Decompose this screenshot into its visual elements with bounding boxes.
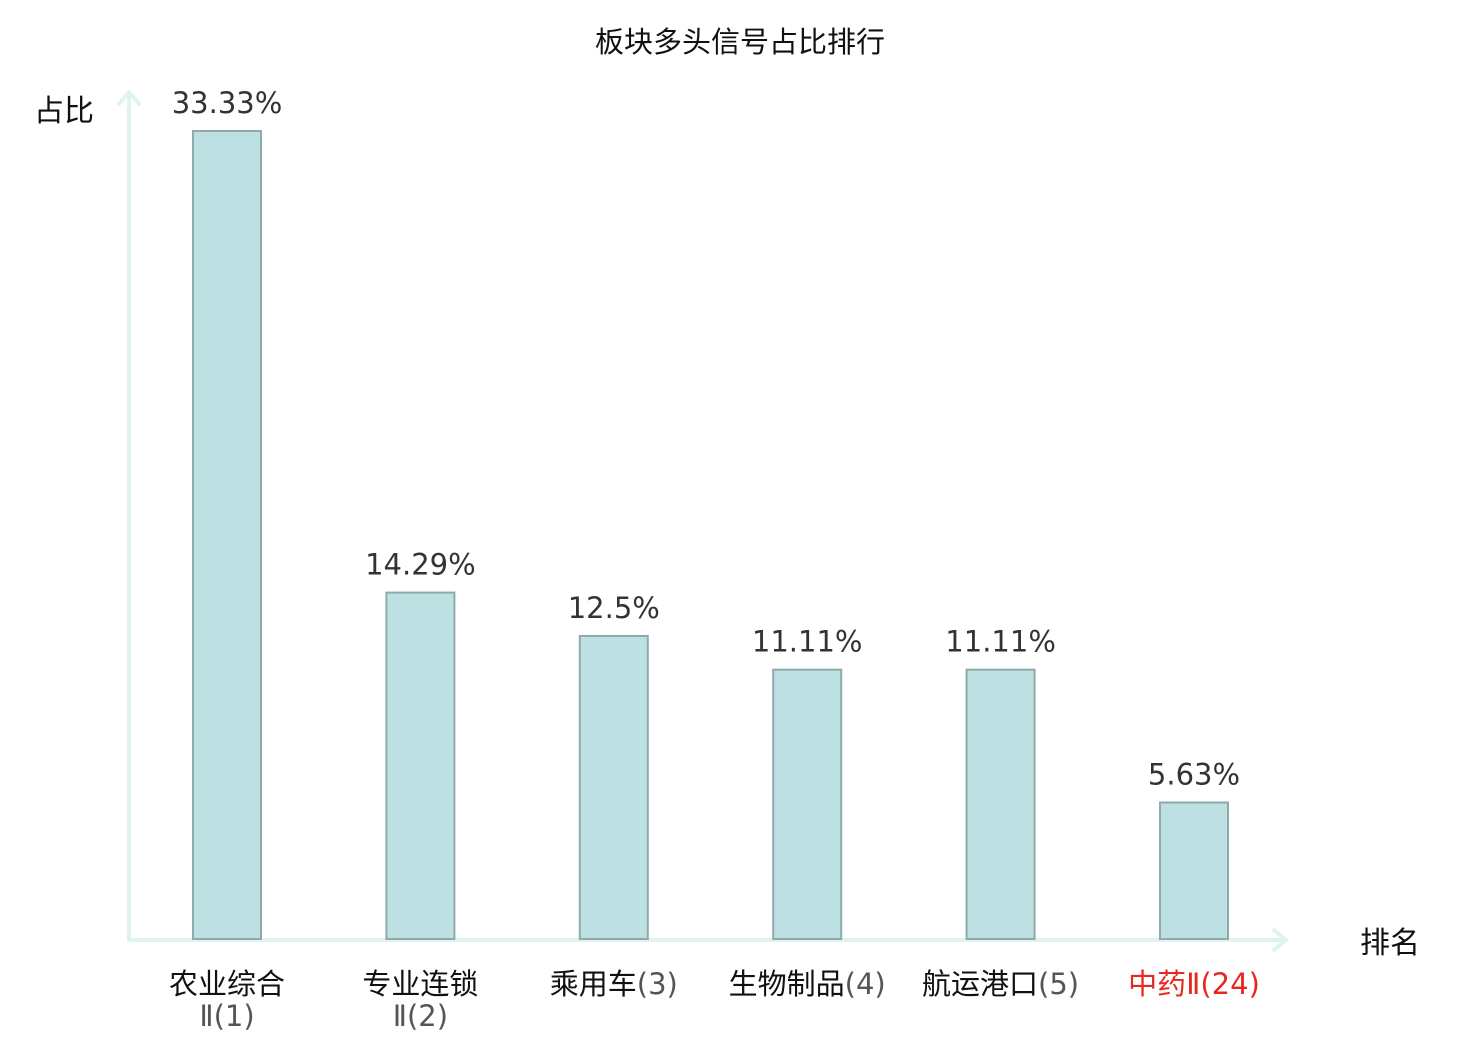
category-label-5: 航运港口(5) (922, 967, 1079, 1001)
value-label-4: 11.11% (752, 625, 863, 659)
category-rank-1: Ⅱ(1) (199, 999, 254, 1033)
category-name-4: 生物制品 (729, 967, 845, 1001)
category-rank-3: (3) (637, 967, 678, 1001)
bar-4 (772, 668, 843, 941)
category-label-3: 乘用车(3) (550, 967, 678, 1001)
category-label-2: 专业连锁 Ⅱ(2) (362, 967, 478, 1033)
bar-series: 33.33% 农业综合 Ⅱ(1) 14.29% 专业连锁 Ⅱ(2) 12.5% 乘用车(3) 1… (169, 86, 1260, 1033)
category-rank-4: (4) (845, 967, 886, 1001)
bar-3 (578, 634, 649, 941)
category-rank-6: Ⅱ(24) (1186, 967, 1260, 1001)
bar-5 (965, 668, 1036, 941)
category-label-4: 生物制品(4) (729, 967, 886, 1001)
category-rank-2: Ⅱ(2) (393, 999, 448, 1033)
value-label-6: 5.63% (1148, 758, 1240, 792)
value-label-1: 33.33% (172, 86, 283, 120)
value-label-5: 11.11% (945, 625, 1056, 659)
category-name-3: 乘用车 (550, 967, 637, 1001)
chart-title: 板块多头信号占比排行 (595, 25, 885, 59)
category-name-1: 农业综合 (169, 967, 285, 1001)
y-axis-label: 占比 (34, 94, 94, 129)
category-label-6: 中药Ⅱ(24) (1128, 967, 1260, 1001)
category-name-2: 专业连锁 (362, 967, 478, 1001)
category-rank-5: (5) (1038, 967, 1079, 1001)
category-label-1: 农业综合 Ⅱ(1) (169, 967, 285, 1033)
x-axis (127, 928, 1288, 952)
y-axis (117, 90, 141, 942)
value-label-3: 12.5% (568, 591, 660, 625)
category-name-5: 航运港口 (922, 967, 1038, 1001)
bar-2 (385, 591, 456, 940)
bar-1 (192, 130, 262, 940)
value-label-2: 14.29% (365, 548, 476, 582)
x-axis-label: 排名 (1360, 926, 1420, 961)
category-name-6: 中药 (1128, 967, 1186, 1001)
bar-6 (1159, 801, 1229, 940)
